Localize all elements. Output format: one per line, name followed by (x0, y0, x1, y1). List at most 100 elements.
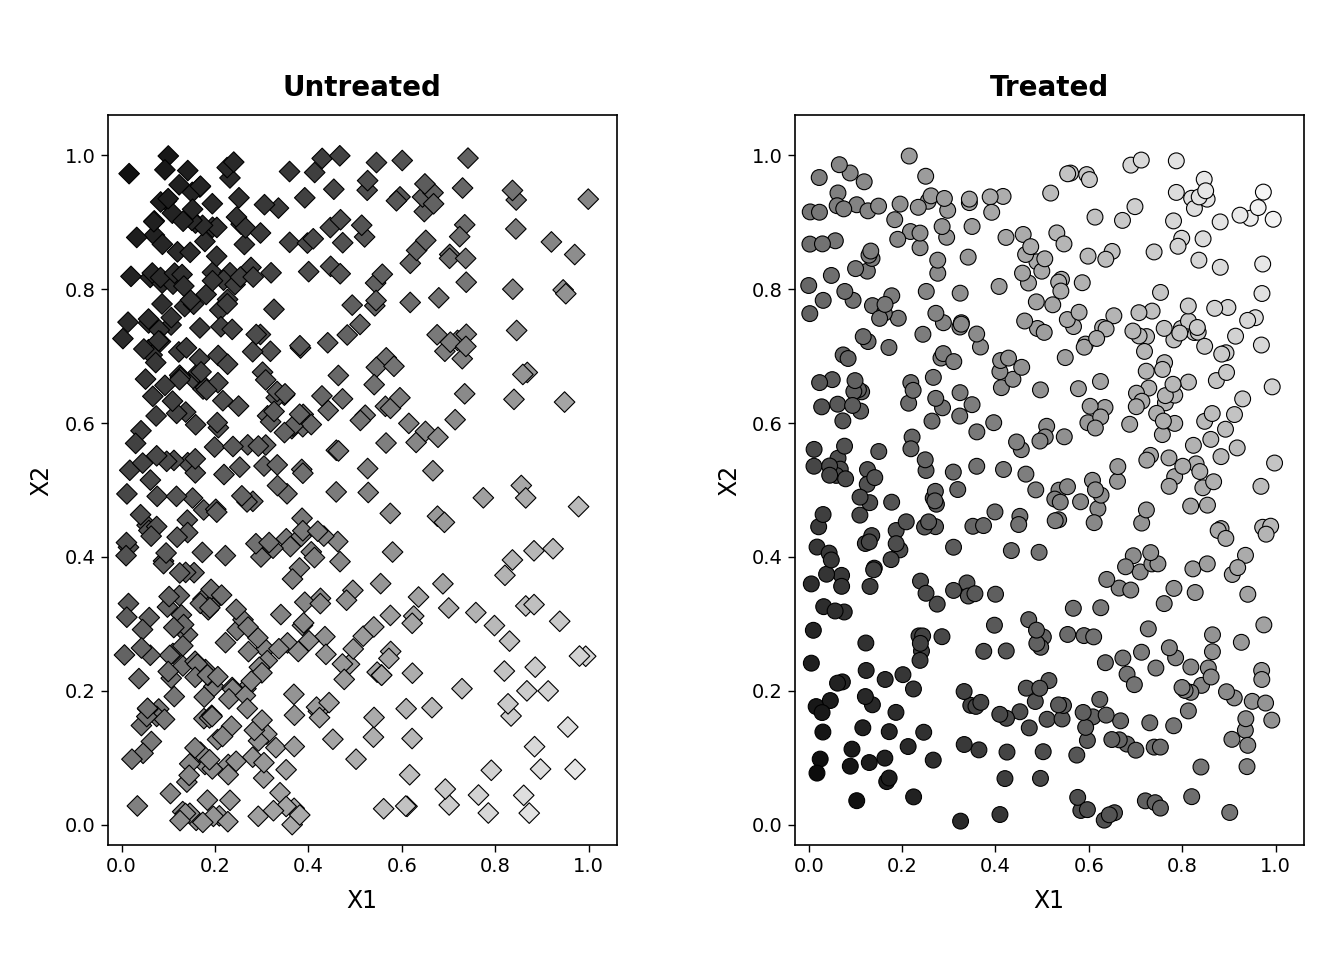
Point (156, 454, 177, 469)
Point (1206, 372, 1227, 388)
Point (161, 394, 183, 409)
Point (926, 496, 948, 512)
Point (155, 377, 176, 393)
Point (1136, 452, 1157, 468)
Point (280, 539, 301, 554)
Point (176, 513, 198, 528)
Point (421, 700, 442, 715)
Point (146, 708, 168, 724)
Point (1048, 483, 1070, 498)
Point (1020, 239, 1042, 254)
Point (319, 695, 340, 710)
Point (958, 191, 980, 206)
Point (1193, 172, 1215, 187)
Point (868, 311, 890, 326)
Point (1180, 498, 1202, 514)
Point (1054, 236, 1075, 252)
Point (180, 245, 202, 260)
Point (1159, 479, 1180, 494)
Point (1222, 732, 1243, 747)
Point (152, 236, 173, 252)
Point (355, 408, 376, 423)
Point (1230, 207, 1251, 223)
Point (863, 563, 884, 578)
Point (152, 276, 173, 291)
Point (138, 523, 160, 539)
Point (438, 600, 460, 615)
Point (422, 185, 444, 201)
Point (934, 191, 956, 206)
Point (1159, 640, 1180, 656)
Point (149, 270, 171, 285)
Point (395, 701, 417, 716)
Point (452, 180, 473, 196)
Point (306, 700, 328, 715)
Point (915, 284, 937, 300)
Point (133, 342, 155, 357)
Point (196, 792, 218, 807)
Point (1109, 581, 1130, 596)
Point (426, 327, 448, 343)
Point (434, 515, 456, 530)
Point (169, 813, 191, 828)
Point (198, 668, 219, 684)
Point (1126, 386, 1148, 401)
Point (511, 478, 532, 493)
Point (499, 634, 520, 649)
Point (237, 701, 258, 716)
Point (962, 518, 984, 534)
Point (927, 252, 949, 268)
Point (1183, 438, 1204, 453)
Point (958, 195, 980, 210)
Point (184, 740, 206, 756)
Point (519, 805, 540, 821)
Point (183, 565, 204, 581)
Point (339, 657, 360, 672)
Point (167, 530, 188, 545)
Point (1204, 300, 1226, 316)
Point (1009, 509, 1031, 524)
Point (1071, 276, 1093, 291)
Point (358, 485, 379, 500)
Point (314, 629, 336, 644)
Point (829, 462, 851, 477)
Point (1027, 321, 1048, 336)
Point (118, 540, 140, 555)
Point (1140, 545, 1161, 561)
Point (910, 653, 931, 668)
Point (1095, 708, 1117, 723)
Point (183, 297, 204, 312)
Point (180, 293, 202, 308)
Point (853, 174, 875, 189)
Point (1141, 556, 1163, 571)
Point (1159, 450, 1180, 466)
Point (323, 732, 344, 747)
Point (238, 619, 259, 635)
Point (349, 317, 371, 332)
Point (336, 327, 358, 343)
Point (317, 403, 339, 419)
Point (165, 406, 187, 421)
Point (1048, 697, 1070, 712)
Point (827, 185, 848, 201)
Point (241, 260, 262, 276)
Point (336, 592, 358, 608)
Point (910, 240, 931, 255)
Point (1008, 516, 1030, 532)
Point (1261, 712, 1282, 728)
Point (1181, 191, 1203, 206)
Point (406, 243, 427, 258)
Point (1231, 635, 1253, 650)
Point (1120, 583, 1141, 598)
Point (403, 609, 425, 624)
Point (434, 344, 456, 359)
Point (280, 234, 301, 250)
Point (140, 528, 161, 543)
Point (1191, 759, 1212, 775)
Point (200, 582, 222, 597)
Point (1086, 331, 1107, 347)
Point (1215, 421, 1236, 437)
Point (366, 293, 387, 308)
Point (116, 486, 137, 501)
Point (918, 194, 939, 209)
